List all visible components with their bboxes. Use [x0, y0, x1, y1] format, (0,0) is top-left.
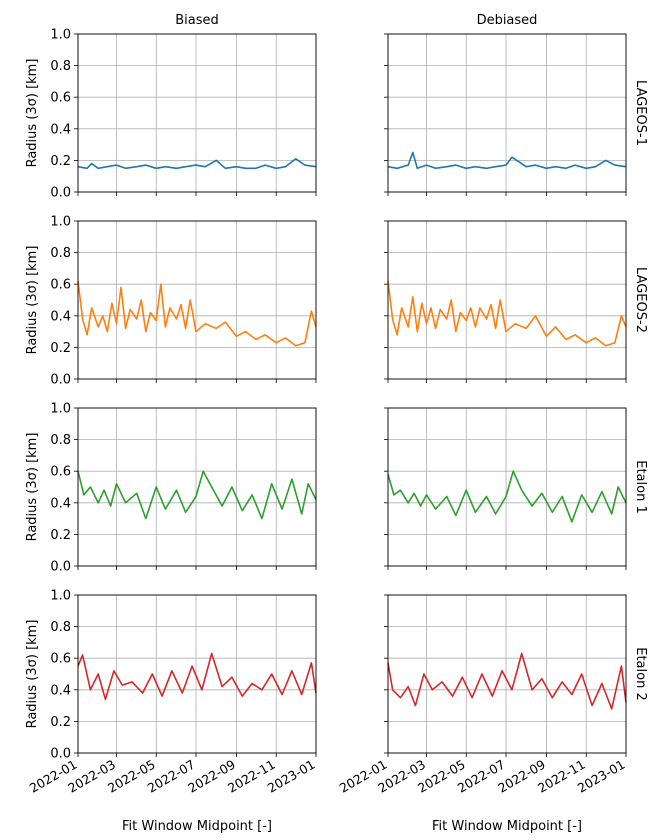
- row-label-lageos-2: LAGEOS-2: [633, 267, 648, 333]
- y-tick-label: 0.8: [50, 246, 71, 261]
- y-tick-label: 0.0: [50, 747, 71, 762]
- subplot-etalon-1-debiased: [384, 407, 627, 570]
- series-line-etalon-2-biased: [77, 652, 317, 701]
- y-tick-label: 1.0: [50, 589, 71, 604]
- y-axis-label-etalon-1: Radius (3σ) [km]: [25, 433, 40, 542]
- axes-frame: [387, 33, 627, 193]
- y-tick-label: 1.0: [50, 215, 71, 230]
- subplot-etalon-1-biased: 0.0 0.2 0.4 0.6 0.8 1.0: [50, 402, 317, 575]
- subplot-etalon-2-biased: 0.00.20.40.60.81.02022-012022-032022-052…: [27, 589, 318, 796]
- y-tick-label: 0.6: [50, 91, 71, 106]
- y-axis-label-lageos-2: Radius (3σ) [km]: [25, 246, 40, 355]
- series-line-lageos-1-debiased: [387, 151, 627, 170]
- y-tick-label: 0.6: [50, 465, 71, 480]
- series-line-lageos-2-biased: [77, 280, 317, 347]
- y-tick-label: 0.2: [50, 528, 71, 543]
- row-label-lageos-1: LAGEOS-1: [633, 80, 648, 146]
- axes-frame: [77, 33, 317, 193]
- subplot-lageos-2-biased: 0.0 0.2 0.4 0.6 0.8 1.0: [50, 215, 317, 388]
- axes-frame: [387, 220, 627, 380]
- y-axis-label-etalon-2: Radius (3σ) [km]: [25, 620, 40, 729]
- y-tick-label: 0.4: [50, 309, 71, 324]
- subplot-grid: 0.00.20.40.60.81.00.00.20.40.60.81.00.00…: [27, 28, 628, 796]
- y-tick-label: 0.2: [50, 341, 71, 356]
- y-tick-label: 0.4: [50, 683, 71, 698]
- axes-frame: [77, 220, 317, 380]
- series-line-etalon-1-biased: [77, 470, 317, 520]
- y-tick-label: 0.2: [50, 154, 71, 169]
- y-tick-label: 1.0: [50, 28, 71, 43]
- y-tick-label: 0.8: [50, 59, 71, 74]
- series-line-etalon-1-debiased: [387, 470, 627, 523]
- y-tick-label: 0.4: [50, 496, 71, 511]
- y-tick-label: 0.0: [50, 560, 71, 575]
- axes-frame: [77, 407, 317, 567]
- y-tick-label: 0.8: [50, 433, 71, 448]
- subplot-lageos-1-debiased: [384, 33, 627, 196]
- column-title-biased: Biased: [175, 13, 219, 28]
- subplot-lageos-2-debiased: [384, 220, 627, 383]
- axes-frame: [77, 594, 317, 754]
- y-tick-label: 0.6: [50, 652, 71, 667]
- row-label-etalon-1: Etalon 1: [633, 460, 648, 514]
- y-tick-label: 0.8: [50, 620, 71, 635]
- series-line-etalon-2-debiased: [387, 652, 627, 710]
- y-tick-label: 0.2: [50, 715, 71, 730]
- row-label-etalon-2: Etalon 2: [633, 647, 648, 701]
- subplot-lageos-1-biased: 0.0 0.2 0.4 0.6 0.8 1.0: [50, 28, 317, 201]
- y-tick-label: 0.6: [50, 278, 71, 293]
- y-tick-label: 0.4: [50, 122, 71, 137]
- subplot-etalon-2-debiased: 2022-012022-032022-052022-072022-092022-…: [337, 594, 628, 796]
- y-tick-label: 1.0: [50, 402, 71, 417]
- x-axis-label-debiased: Fit Window Midpoint [-]: [432, 819, 582, 834]
- column-title-debiased: Debiased: [477, 13, 538, 28]
- y-axis-label-lageos-1: Radius (3σ) [km]: [25, 59, 40, 168]
- series-line-lageos-2-debiased: [387, 280, 627, 347]
- axes-frame: [387, 407, 627, 567]
- series-line-lageos-1-biased: [77, 158, 317, 170]
- y-tick-label: 0.0: [50, 373, 71, 388]
- x-axis-label-biased: Fit Window Midpoint [-]: [122, 819, 272, 834]
- y-tick-label: 0.0: [50, 186, 71, 201]
- axes-frame: [387, 594, 627, 754]
